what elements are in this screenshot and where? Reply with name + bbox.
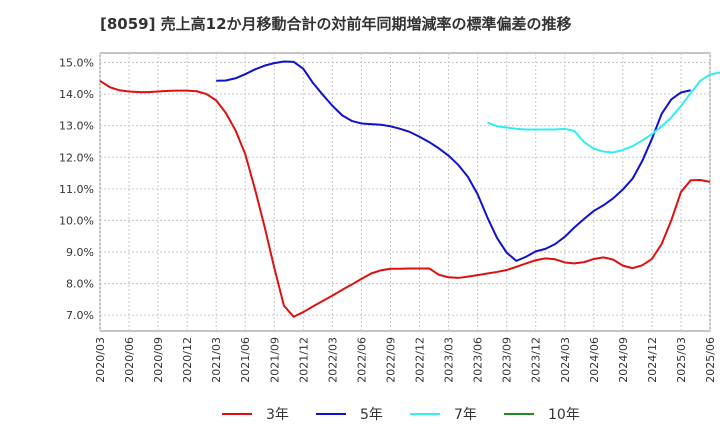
- y-tick-label: 12.0%: [59, 151, 94, 164]
- series-line-2: [486, 71, 720, 154]
- x-tick-label: 2023/09: [501, 337, 514, 383]
- grid-layer: [99, 52, 711, 332]
- x-tick-label: 2020/12: [181, 337, 194, 383]
- x-tick-label: 2021/06: [239, 337, 252, 383]
- x-tick-label: 2024/03: [559, 337, 572, 383]
- x-tick-label: 2022/03: [326, 337, 339, 383]
- y-tick-label: 8.0%: [66, 278, 94, 291]
- chart-title: [8059] 売上高12か月移動合計の対前年同期増減率の標準偏差の推移: [100, 15, 572, 33]
- x-tick-label: 2023/12: [530, 337, 543, 383]
- x-tick-label: 2022/12: [414, 337, 427, 383]
- series-line-1: [216, 60, 691, 262]
- x-tick-label: 2021/12: [297, 337, 310, 383]
- legend-label-2: 7年: [454, 407, 477, 423]
- x-tick-label: 2025/03: [675, 337, 688, 383]
- legend-label-3: 10年: [548, 407, 580, 423]
- y-tick-label: 15.0%: [59, 56, 94, 69]
- y-tick-label: 7.0%: [66, 309, 94, 322]
- x-tick-label: 2020/09: [152, 337, 165, 383]
- x-tick-label: 2023/03: [443, 337, 456, 383]
- x-tick-label: 2020/06: [123, 337, 136, 383]
- legend-label-0: 3年: [266, 407, 289, 423]
- x-tick-label: 2024/09: [617, 337, 630, 383]
- x-tick-label: 2021/09: [268, 337, 281, 383]
- series-line-0: [99, 79, 711, 318]
- x-tick-label: 2024/06: [588, 337, 601, 383]
- x-tick-label: 2021/03: [210, 337, 223, 383]
- legend-layer: 3年 5年 7年 10年: [222, 407, 580, 423]
- axis-layer: 7.0% 8.0% 9.0% 10.0% 11.0% 12.0% 13.0% 14.0% 15.…: [59, 56, 717, 382]
- x-tick-label: 2025/06: [704, 337, 717, 383]
- y-tick-label: 14.0%: [59, 88, 94, 101]
- series-layer: [99, 60, 720, 318]
- y-tick-label: 11.0%: [59, 183, 94, 196]
- x-tick-label: 2020/03: [94, 337, 107, 383]
- x-tick-label: 2022/06: [355, 337, 368, 383]
- y-tick-label: 10.0%: [59, 214, 94, 227]
- x-tick-label: 2022/09: [384, 337, 397, 383]
- x-tick-label: 2024/12: [646, 337, 659, 383]
- legend-label-1: 5年: [360, 407, 383, 423]
- x-tick-label: 2023/06: [472, 337, 485, 383]
- y-tick-label: 9.0%: [66, 246, 94, 259]
- y-tick-label: 13.0%: [59, 120, 94, 133]
- plot-frame: [99, 52, 711, 332]
